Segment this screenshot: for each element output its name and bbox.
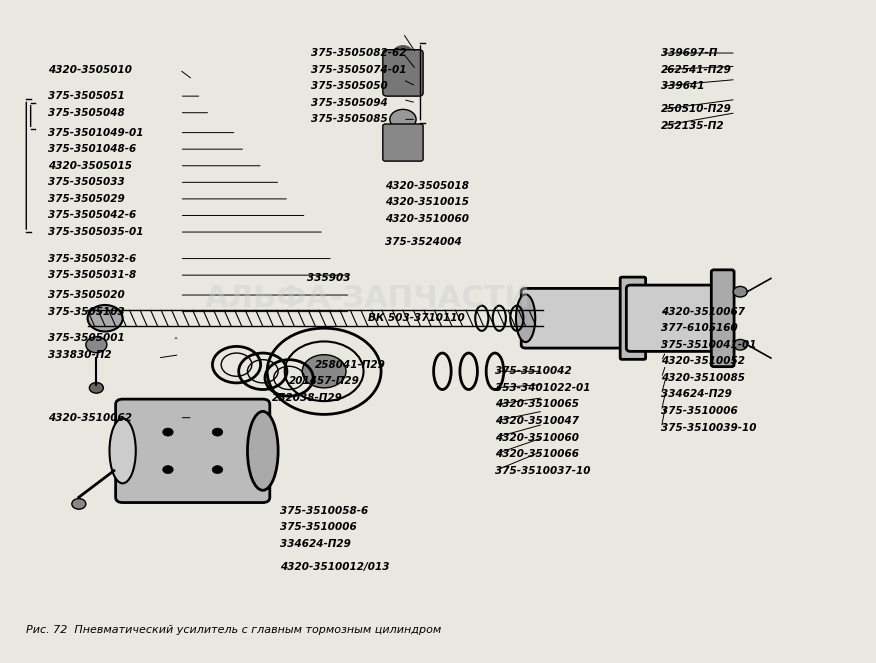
Text: 375-3505050: 375-3505050 [311, 81, 388, 91]
Circle shape [302, 355, 346, 388]
Text: 339697-П: 339697-П [661, 48, 717, 58]
Text: 250510-П29: 250510-П29 [661, 104, 732, 115]
Text: ВК 503-3710110: ВК 503-3710110 [368, 313, 464, 324]
Text: 339641: 339641 [661, 81, 705, 91]
Text: 4320-3510066: 4320-3510066 [495, 449, 579, 459]
FancyBboxPatch shape [626, 285, 723, 351]
Text: 4320-3510067: 4320-3510067 [661, 306, 745, 317]
Text: 4320-3510085: 4320-3510085 [661, 373, 745, 383]
Text: 262541-П29: 262541-П29 [661, 64, 732, 75]
Text: 375-3505051: 375-3505051 [48, 91, 125, 101]
Text: 335903: 335903 [307, 273, 350, 284]
Text: 375-3505094: 375-3505094 [311, 97, 388, 108]
Text: 375-3501048-6: 375-3501048-6 [48, 144, 137, 154]
Ellipse shape [247, 411, 279, 491]
Text: 258041-П29: 258041-П29 [315, 359, 386, 370]
Text: 353-3401022-01: 353-3401022-01 [495, 383, 590, 393]
Circle shape [88, 305, 123, 332]
Text: 375-3505074-01: 375-3505074-01 [311, 64, 406, 75]
Text: 4320-3510060: 4320-3510060 [385, 213, 470, 224]
Text: 375-3524004: 375-3524004 [385, 237, 463, 247]
FancyBboxPatch shape [116, 399, 270, 503]
Text: 375-3510006: 375-3510006 [280, 522, 357, 532]
Text: АЛЬФА-ЗАПЧАСТИ: АЛЬФА-ЗАПЧАСТИ [205, 284, 531, 313]
Text: 375-3505020: 375-3505020 [48, 290, 125, 300]
Text: 4320-3505015: 4320-3505015 [48, 160, 132, 171]
Text: 375-3510058-6: 375-3510058-6 [280, 505, 369, 516]
Ellipse shape [393, 46, 413, 60]
Text: 375-3505035-01: 375-3505035-01 [48, 227, 144, 237]
Text: 4320-3510060: 4320-3510060 [495, 432, 579, 443]
Text: 375-3510041-01: 375-3510041-01 [661, 339, 757, 350]
Text: 375-3510039-10: 375-3510039-10 [661, 422, 757, 433]
Text: 4320-3510047: 4320-3510047 [495, 416, 579, 426]
Text: 375-3505029: 375-3505029 [48, 194, 125, 204]
Text: 377-6105160: 377-6105160 [661, 323, 738, 333]
Text: 375-3505085: 375-3505085 [311, 114, 388, 125]
Text: 375-3505082-62: 375-3505082-62 [311, 48, 406, 58]
Text: 375-3505032-6: 375-3505032-6 [48, 253, 137, 264]
FancyBboxPatch shape [383, 50, 423, 96]
FancyBboxPatch shape [521, 288, 635, 348]
Text: 375-3505031-8: 375-3505031-8 [48, 270, 137, 280]
Text: 375-3501049-01: 375-3501049-01 [48, 127, 144, 138]
Circle shape [72, 499, 86, 509]
FancyBboxPatch shape [620, 277, 646, 359]
Text: 333830-П2: 333830-П2 [48, 349, 112, 360]
Ellipse shape [390, 109, 416, 129]
FancyBboxPatch shape [711, 270, 734, 367]
Text: 375-3510042: 375-3510042 [495, 366, 572, 377]
Text: 375-3510006: 375-3510006 [661, 406, 738, 416]
Text: 4320-3505010: 4320-3505010 [48, 64, 132, 75]
Text: 4320-3510062: 4320-3510062 [48, 412, 132, 423]
Text: 252038-П29: 252038-П29 [272, 392, 343, 403]
Text: 375-3505103: 375-3505103 [48, 306, 125, 317]
Text: 4320-3510065: 4320-3510065 [495, 399, 579, 410]
Circle shape [89, 383, 103, 393]
Text: 375-3505001: 375-3505001 [48, 333, 125, 343]
Text: 252135-П2: 252135-П2 [661, 121, 725, 131]
Text: 4320-3510015: 4320-3510015 [385, 197, 470, 208]
Text: 4320-3510012/013: 4320-3510012/013 [280, 562, 390, 572]
Text: 201457-П29: 201457-П29 [289, 376, 360, 387]
Text: 375-3505042-6: 375-3505042-6 [48, 210, 137, 221]
Circle shape [733, 286, 747, 297]
Circle shape [163, 465, 173, 473]
Text: 334624-П29: 334624-П29 [661, 389, 732, 400]
Text: 4320-3505018: 4320-3505018 [385, 180, 470, 191]
Text: 375-3510037-10: 375-3510037-10 [495, 465, 590, 476]
Text: 375-3505033: 375-3505033 [48, 177, 125, 188]
Circle shape [212, 428, 223, 436]
Text: 4320-3510052: 4320-3510052 [661, 356, 745, 367]
Circle shape [212, 465, 223, 473]
Circle shape [86, 337, 107, 353]
Text: 375-3505048: 375-3505048 [48, 107, 125, 118]
Ellipse shape [516, 294, 535, 342]
Ellipse shape [110, 418, 136, 483]
FancyBboxPatch shape [383, 124, 423, 161]
Text: 334624-П29: 334624-П29 [280, 538, 351, 549]
Text: Рис. 72  Пневматический усилитель с главным тормозным цилиндром: Рис. 72 Пневматический усилитель с главн… [26, 625, 442, 635]
Circle shape [733, 339, 747, 350]
Circle shape [163, 428, 173, 436]
